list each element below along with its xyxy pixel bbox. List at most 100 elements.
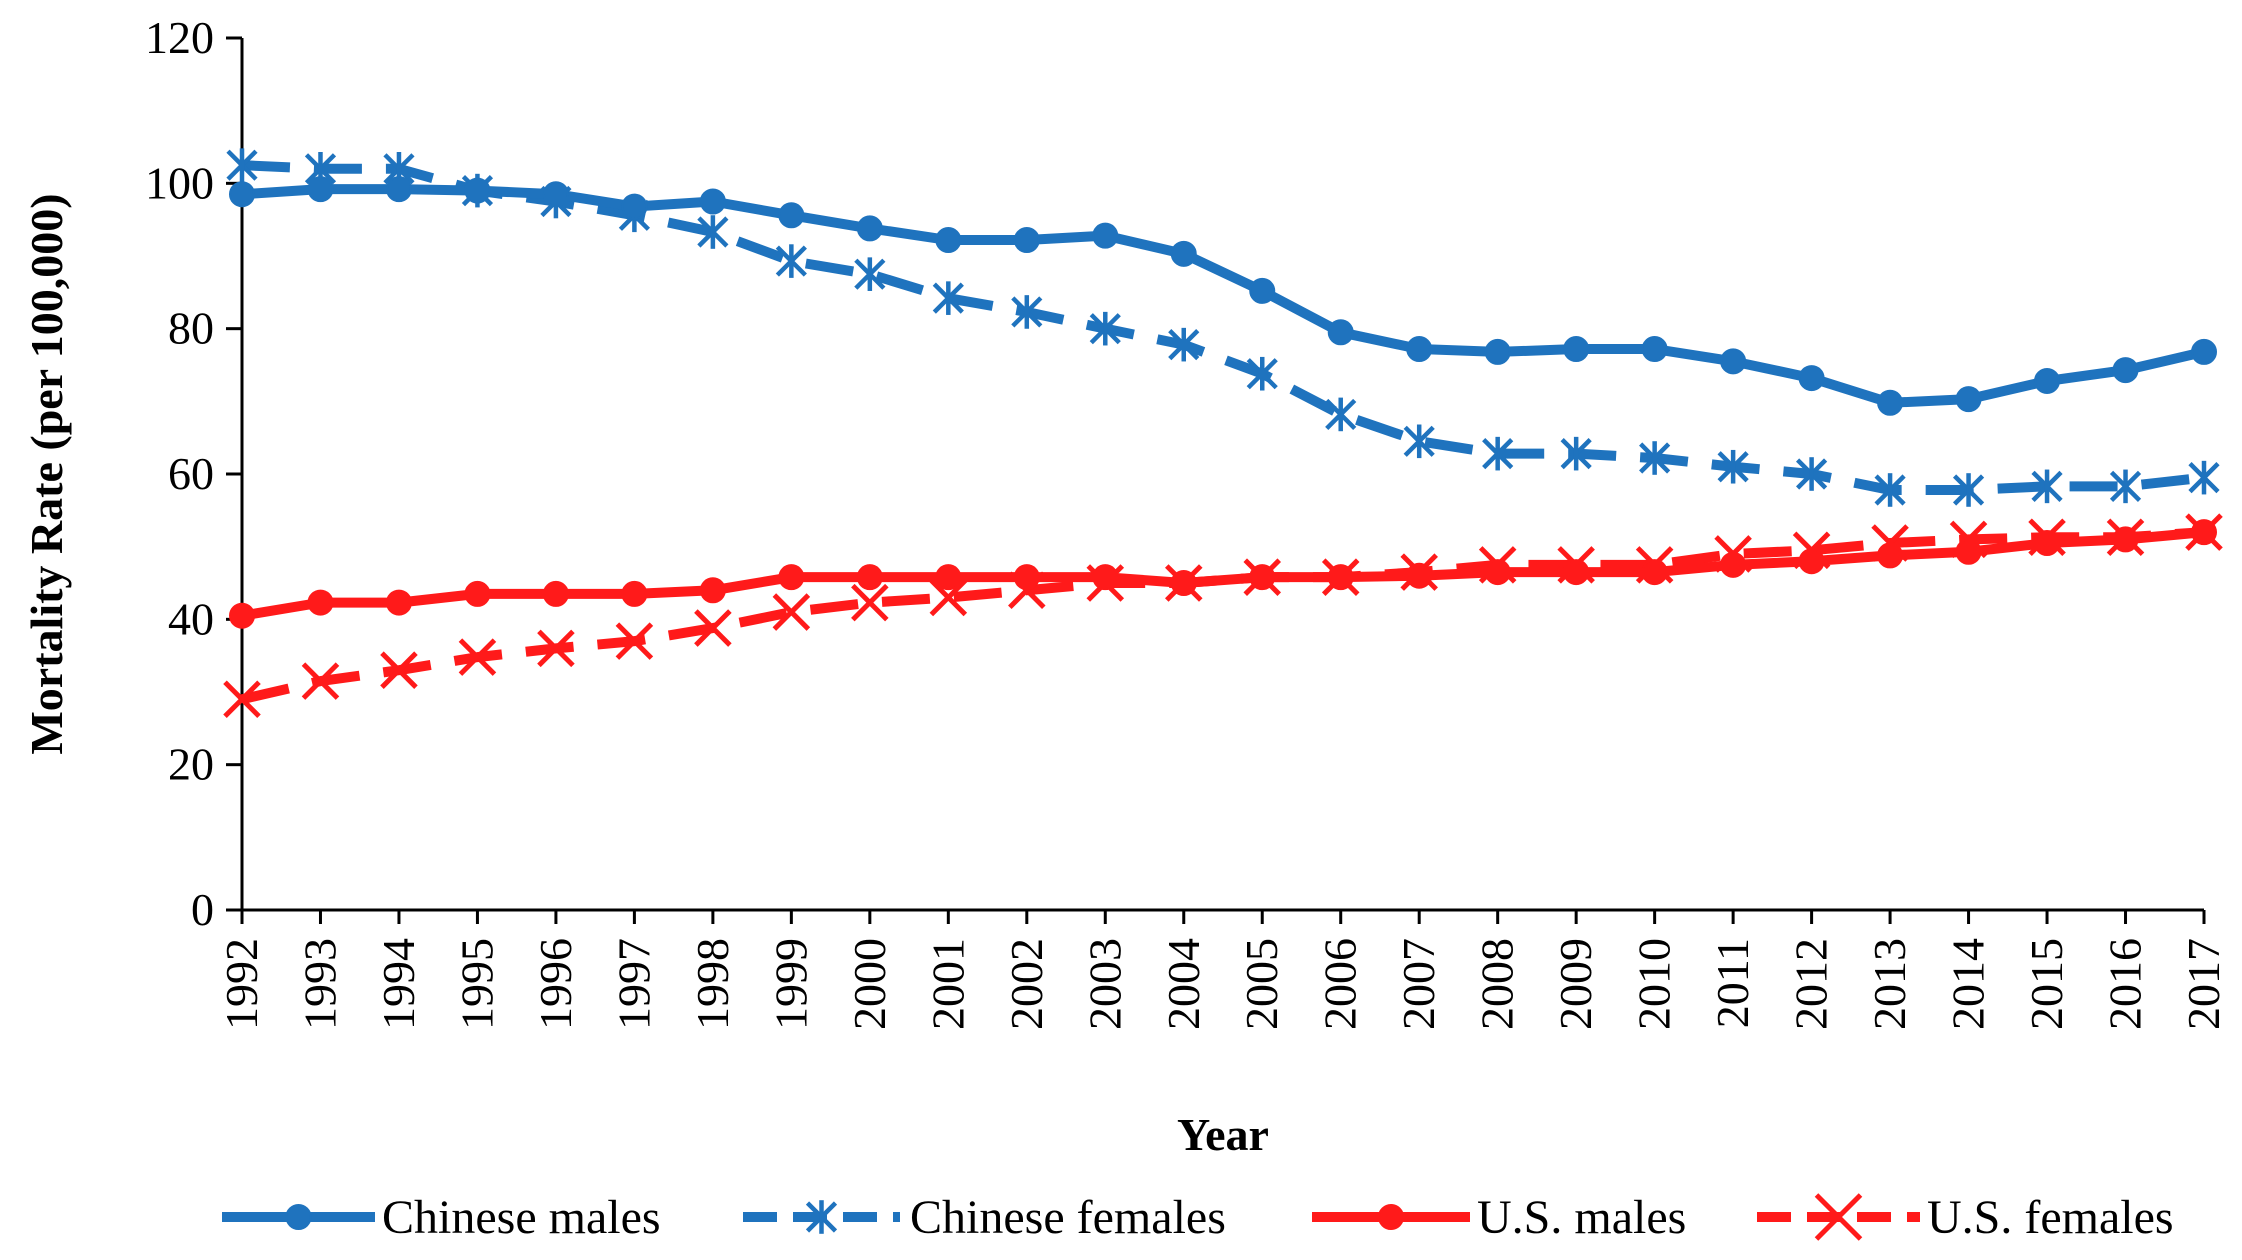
data-point [1955,386,1982,413]
data-point [1249,277,1276,304]
data-point [694,609,732,647]
data-point [1249,564,1276,591]
data-point [854,257,886,291]
legend-item: U.S. males [1312,1191,1686,1244]
data-point [1482,436,1514,471]
y-tick-label: 80 [168,303,214,354]
legend-label: U.S. females [1927,1191,2174,1244]
data-point [1877,389,1904,416]
x-tick-label: 1996 [530,938,581,1030]
data-point [1798,365,1825,392]
data-point [621,580,648,607]
data-point [699,188,726,215]
x-tick-label: 1999 [765,938,816,1030]
data-point [1406,562,1433,589]
data-point [307,589,334,616]
data-point [2031,469,2063,504]
data-point [464,580,491,607]
data-point [2188,460,2220,495]
data-point [1325,397,1357,432]
data-point [2109,469,2142,504]
data-point [856,215,883,242]
x-tick-label: 2004 [1158,938,1209,1030]
x-tick-label: 2003 [1079,938,1130,1030]
data-point [380,651,418,689]
data-point [1563,559,1590,586]
data-point [699,577,726,604]
data-point [229,181,255,208]
data-point [615,622,654,660]
y-tick-label: 40 [168,593,214,644]
legend-item: U.S. females [1757,1191,2174,1244]
series-u-s-females [223,513,2223,719]
data-point [223,680,261,719]
data-point [226,148,258,182]
legend-item: Chinese males [222,1191,661,1244]
data-point [2191,338,2217,365]
x-tick-label: 2015 [2021,938,2072,1030]
data-point [772,593,811,631]
data-point [2034,530,2061,557]
data-point [1327,564,1354,591]
data-point [1796,457,1828,491]
data-point [1560,436,1592,471]
data-point [856,564,883,591]
data-point [2112,357,2139,384]
legend-label: Chinese females [910,1191,1226,1244]
legend-marker [1378,1204,1404,1230]
data-point [932,281,964,315]
legend: Chinese males Chinese females U.S. males U.… [222,1191,2174,1244]
x-axis-title: Year [1177,1109,1269,1160]
data-point [1717,449,1749,484]
series-chinese-females [226,148,2220,507]
data-point [1874,473,1906,507]
data-point [385,176,412,203]
data-point [851,583,889,622]
data-point [1170,240,1197,267]
legend-marker [805,1200,838,1234]
data-point [229,602,255,629]
legend-label: Chinese males [382,1191,661,1244]
series-line [241,527,2205,621]
data-point [1246,356,1278,391]
y-tick-label: 20 [168,739,214,790]
data-point [1092,564,1119,591]
data-point [1327,319,1354,346]
data-point [935,564,962,591]
data-point [2112,526,2139,553]
data-point [537,629,575,668]
x-tick-label: 1992 [216,938,267,1030]
legend-item: Chinese females [743,1191,1226,1244]
x-tick-label: 2000 [844,938,895,1030]
data-point [1013,564,1040,591]
data-point [542,181,569,208]
data-point [929,578,968,617]
x-tick-label: 1997 [608,938,659,1030]
data-point [542,580,569,607]
x-tick-label: 2010 [1629,938,1680,1030]
x-tick-label: 2013 [1864,938,1915,1030]
data-point [1406,336,1433,363]
data-point [1403,424,1435,459]
axes: 0 20 40 60 80 100 120 1992 1993 1994 1995 1996 1997 1… [145,12,2229,1030]
legend-label: U.S. males [1477,1191,1686,1244]
data-point [1170,570,1197,596]
data-point [1720,348,1747,375]
x-tick-label: 2008 [1472,938,1523,1030]
data-point [1955,538,1982,565]
data-point [301,662,340,700]
series-line [241,160,2205,495]
data-point [1484,338,1511,365]
data-point [1092,222,1119,249]
x-tick-label: 2007 [1393,938,1444,1030]
y-tick-label: 0 [191,884,214,935]
x-tick-label: 2006 [1315,938,1366,1030]
data-point [1720,551,1747,578]
data-point [697,215,729,249]
data-point [1798,548,1825,575]
series-line [240,527,2205,705]
x-tick-label: 1998 [687,938,738,1030]
data-point [2034,367,2061,394]
data-point [385,589,412,616]
data-point [1484,559,1511,586]
